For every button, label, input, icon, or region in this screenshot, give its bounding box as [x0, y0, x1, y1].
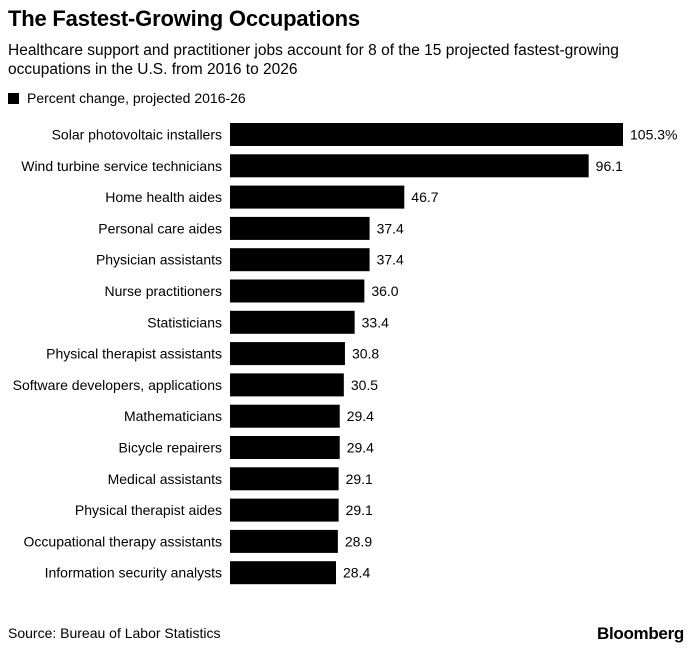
category-label: Mathematicians [124, 408, 222, 424]
value-label: 28.4 [343, 565, 370, 581]
bar [230, 123, 623, 146]
category-label: Physical therapist assistants [46, 346, 222, 362]
category-label: Software developers, applications [13, 377, 222, 393]
value-label: 37.4 [377, 252, 404, 268]
bar [230, 404, 340, 428]
value-label: 36.0 [371, 283, 398, 299]
value-label: 105.3% [630, 127, 677, 143]
bar [230, 279, 365, 303]
value-label: 29.4 [347, 440, 374, 456]
category-label: Solar photovoltaic installers [52, 127, 222, 143]
bar [230, 529, 338, 553]
category-label: Information security analysts [45, 565, 222, 581]
bar [230, 436, 340, 459]
bar [230, 154, 589, 178]
bar [230, 310, 355, 334]
bar [230, 373, 344, 397]
bar [230, 342, 345, 366]
value-label: 96.1 [596, 158, 623, 174]
value-label: 28.9 [345, 533, 372, 549]
category-label: Occupational therapy assistants [24, 533, 222, 549]
source-note: Source: Bureau of Labor Statistics [8, 625, 221, 641]
value-label: 29.1 [346, 471, 373, 487]
category-label: Home health aides [105, 189, 222, 205]
bar [230, 561, 336, 585]
value-label: 29.1 [346, 502, 373, 518]
chart-subtitle: Healthcare support and practitioner jobs… [8, 42, 619, 78]
category-label: Medical assistants [108, 471, 222, 487]
category-label: Personal care aides [98, 220, 222, 236]
value-label: 30.8 [352, 346, 379, 362]
bar [230, 185, 405, 209]
bar [230, 248, 370, 272]
category-label: Physical therapist aides [75, 502, 222, 518]
value-label: 30.5 [351, 377, 378, 393]
bar [230, 216, 370, 240]
category-label: Bicycle repairers [119, 440, 222, 456]
bar [230, 467, 339, 491]
value-label: 37.4 [377, 220, 404, 236]
category-label: Wind turbine service technicians [21, 158, 222, 174]
category-label: Nurse practitioners [105, 283, 223, 299]
bar [230, 498, 339, 522]
legend-swatch [8, 92, 19, 104]
legend: Percent change, projected 2016-26 [8, 90, 246, 106]
category-label: Physician assistants [96, 252, 222, 268]
value-label: 33.4 [362, 314, 389, 330]
legend-label: Percent change, projected 2016-26 [27, 90, 246, 106]
chart-title: The Fastest-Growing Occupations [8, 6, 360, 31]
category-label: Statisticians [147, 314, 222, 330]
value-label: 46.7 [411, 189, 438, 205]
brand-logo: Bloomberg [596, 624, 684, 643]
value-label: 29.4 [347, 408, 374, 424]
